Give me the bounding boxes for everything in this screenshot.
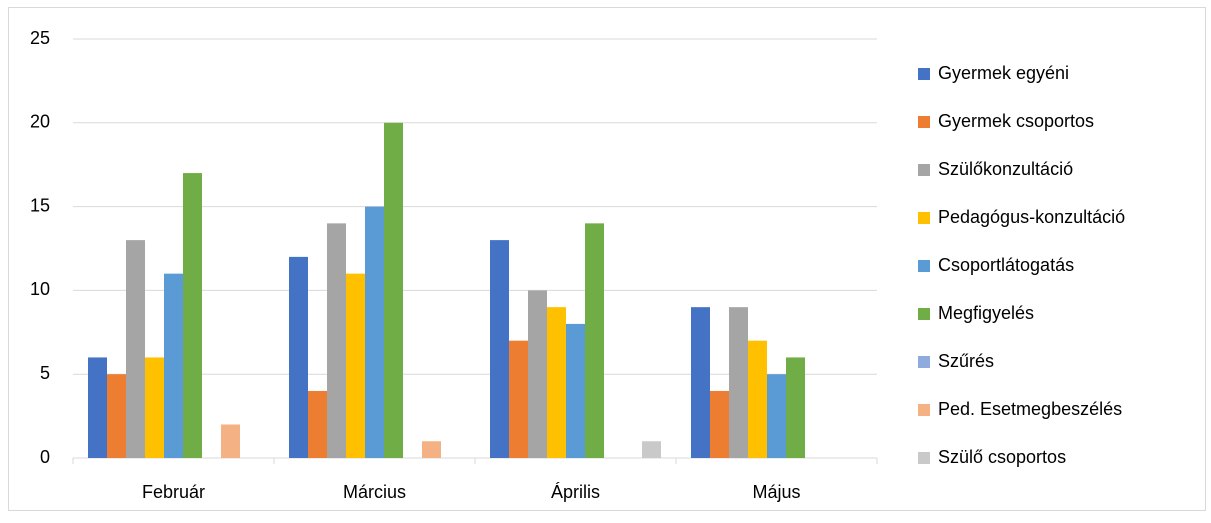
bar bbox=[164, 273, 183, 458]
y-tick-label: 5 bbox=[40, 363, 50, 383]
bar bbox=[729, 307, 748, 458]
legend-label: Pedagógus-konzultáció bbox=[938, 207, 1125, 227]
bar bbox=[585, 223, 604, 458]
bar bbox=[528, 290, 547, 458]
legend-label: Gyermek egyéni bbox=[938, 63, 1069, 83]
x-tick-label: Február bbox=[142, 482, 205, 502]
bar bbox=[547, 307, 566, 458]
legend-swatch bbox=[918, 164, 930, 176]
bar bbox=[710, 390, 729, 458]
legend-swatch bbox=[918, 452, 930, 464]
x-tick-label: Március bbox=[343, 482, 406, 502]
bar bbox=[221, 424, 240, 458]
bar bbox=[126, 240, 145, 458]
bar bbox=[566, 323, 585, 458]
bar bbox=[289, 256, 308, 458]
chart-frame bbox=[8, 7, 1206, 511]
legend-label: Szűrés bbox=[938, 351, 994, 371]
bar bbox=[691, 307, 710, 458]
bar bbox=[748, 340, 767, 458]
bar bbox=[145, 357, 164, 458]
bar bbox=[346, 273, 365, 458]
bar bbox=[308, 390, 327, 458]
bar bbox=[642, 441, 661, 458]
legend-swatch bbox=[918, 116, 930, 128]
legend-label: Megfigyelés bbox=[938, 303, 1034, 323]
legend-swatch bbox=[918, 308, 930, 320]
bar bbox=[509, 340, 528, 458]
bar bbox=[107, 374, 126, 458]
y-tick-label: 10 bbox=[30, 279, 50, 299]
legend-swatch bbox=[918, 212, 930, 224]
legend-swatch bbox=[918, 68, 930, 80]
legend-label: Ped. Esetmegbeszélés bbox=[938, 399, 1122, 419]
legend-label: Csoportlátogatás bbox=[938, 255, 1074, 275]
legend-swatch bbox=[918, 260, 930, 272]
bar bbox=[490, 240, 509, 458]
legend-label: Szülő csoportos bbox=[938, 447, 1066, 467]
bar bbox=[767, 374, 786, 458]
bar bbox=[384, 122, 403, 459]
y-tick-label: 15 bbox=[30, 195, 50, 215]
legend-swatch bbox=[918, 356, 930, 368]
bar bbox=[183, 173, 202, 458]
bar bbox=[786, 357, 805, 458]
legend-label: Szülőkonzultáció bbox=[938, 159, 1073, 179]
x-tick-label: Április bbox=[551, 482, 600, 502]
bar bbox=[327, 223, 346, 458]
y-tick-label: 20 bbox=[30, 112, 50, 132]
bar bbox=[88, 357, 107, 458]
x-tick-label: Május bbox=[752, 482, 800, 502]
y-tick-label: 0 bbox=[40, 447, 50, 467]
legend-swatch bbox=[918, 404, 930, 416]
legend-label: Gyermek csoportos bbox=[938, 111, 1094, 131]
y-tick-label: 25 bbox=[30, 28, 50, 48]
bar bbox=[365, 206, 384, 458]
bar bbox=[422, 441, 441, 458]
